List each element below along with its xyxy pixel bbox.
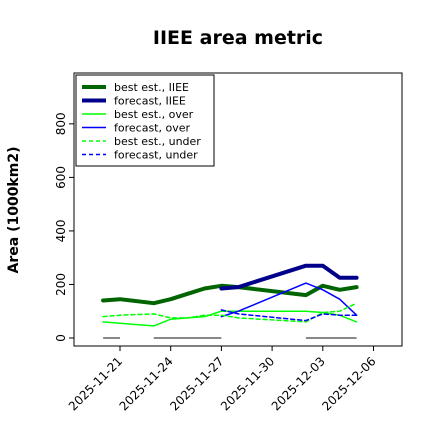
y-tick-label: 200: [54, 273, 68, 296]
legend-label: forecast, over: [114, 122, 190, 135]
chart-title: IIEE area metric: [153, 27, 323, 49]
series-line-1: [219, 263, 359, 291]
x-tick-label: 2025-12-06: [319, 354, 378, 413]
plot-area-frame: [73, 72, 403, 347]
series-line-0: [101, 283, 359, 306]
series-line-3: [220, 282, 358, 318]
legend-label: best est., under: [114, 135, 201, 148]
x-axis: 2025-11-212025-11-242025-11-272025-11-30…: [66, 346, 379, 413]
y-tick-label: 400: [54, 219, 68, 242]
y-axis-label: Area (1000km2): [6, 147, 22, 274]
series-line-4: [102, 302, 358, 323]
y-tick-label: 600: [54, 166, 68, 189]
legend-box: [75, 74, 215, 167]
legend-label: forecast, IIEE: [114, 95, 186, 108]
series-layer: [101, 263, 359, 327]
y-axis: 0 200 400 600 800: [54, 112, 74, 342]
legend-label: best est., over: [114, 108, 194, 121]
y-tick-label: 800: [54, 112, 68, 135]
legend-label: best est., IIEE: [114, 81, 189, 94]
series-line-5: [220, 309, 358, 322]
y-tick-label: 0: [54, 334, 68, 342]
legend-label: forecast, under: [114, 149, 198, 162]
